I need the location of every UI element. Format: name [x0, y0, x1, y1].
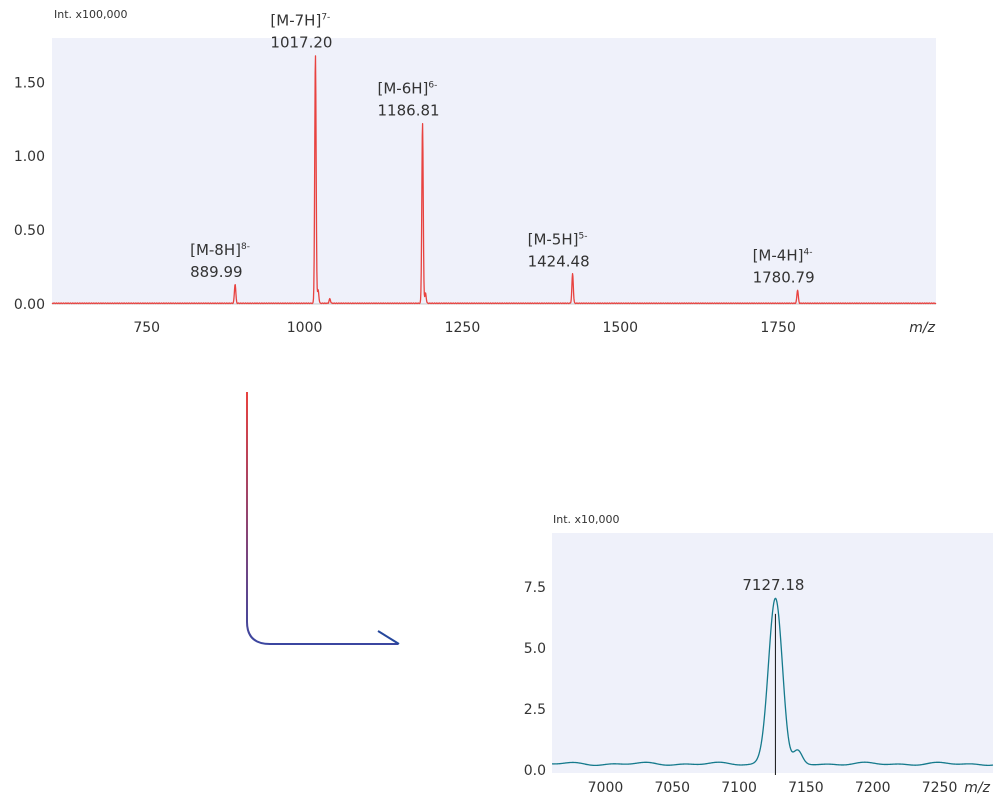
top-plot-area [52, 38, 936, 304]
bottom-spectrum-line [551, 597, 994, 767]
top-chart: Int. x100,000 0.00 0.50 1.00 1.50 750 1000 12… [14, 8, 937, 336]
connector-arrow [246, 392, 400, 645]
top-y-axis-ticks: 0.00 0.50 1.00 1.50 [14, 75, 45, 313]
peak-mz-label: 1424.48 [528, 252, 590, 270]
top-peak-labels: [M-8H]8- 889.99 [M-7H]7- 1017.20 [M-6H]6- 118… [190, 12, 815, 287]
top-x-tick-label: 1000 [287, 320, 323, 336]
peak-mz-label: 889.99 [190, 263, 243, 281]
top-x-unit-label: m/z [909, 320, 935, 336]
top-x-tick-label: 1500 [602, 320, 638, 336]
top-peak-label: [M-6H]6- 1186.81 [378, 80, 440, 120]
top-peak-label: [M-8H]8- 889.99 [190, 241, 250, 281]
bottom-x-tick-label: 7200 [855, 780, 891, 795]
top-peak-label: [M-4H]4- 1780.79 [753, 247, 815, 287]
bottom-y-tick-label: 5.0 [524, 641, 546, 657]
bottom-x-tick-label: 7050 [654, 780, 690, 795]
bottom-x-axis-ticks: 7000 7050 7100 7150 7200 7250 [588, 780, 958, 795]
top-x-axis-ticks: 750 1000 1250 1500 1750 [133, 320, 796, 336]
bottom-x-tick-label: 7000 [588, 780, 624, 795]
peak-mz-label: 1017.20 [270, 34, 332, 52]
peak-ion-label: [M-8H]8- [190, 241, 250, 259]
bottom-chart: Int. x10,000 0.0 2.5 5.0 7.5 7000 7050 7100 71… [524, 513, 994, 795]
peak-ion-label: [M-6H]6- [378, 80, 438, 98]
bottom-y-axis-ticks: 0.0 2.5 5.0 7.5 [524, 580, 546, 779]
peak-ion-label: [M-7H]7- [270, 12, 330, 30]
peak-mz-label: 1186.81 [378, 102, 440, 120]
peak-ion-label: [M-5H]5- [528, 230, 588, 248]
top-y-tick-label: 0.50 [14, 223, 45, 239]
top-peak-label: [M-5H]5- 1424.48 [528, 230, 590, 270]
arrow-head [377, 630, 400, 645]
arrow-shaft [246, 392, 398, 645]
bottom-y-tick-label: 0.0 [524, 763, 546, 779]
peak-ion-label: [M-4H]4- [753, 247, 813, 265]
bottom-y-unit-label: Int. x10,000 [553, 513, 620, 526]
bottom-peak-labels: 7127.18 [742, 576, 804, 594]
bottom-plot-area [552, 533, 993, 773]
bottom-x-tick-label: 7150 [788, 780, 824, 795]
top-y-tick-label: 1.00 [14, 149, 45, 165]
bottom-y-tick-label: 2.5 [524, 702, 546, 718]
top-peak-label: [M-7H]7- 1017.20 [270, 12, 332, 52]
bottom-peak-mz-label: 7127.18 [742, 576, 804, 594]
top-y-unit-label: Int. x100,000 [54, 8, 128, 21]
top-x-tick-label: 750 [133, 320, 160, 336]
top-y-tick-label: 1.50 [14, 75, 45, 91]
bottom-x-unit-label: m/z [964, 780, 990, 795]
top-x-tick-label: 1250 [445, 320, 481, 336]
peak-mz-label: 1780.79 [753, 269, 815, 287]
top-y-tick-label: 0.00 [14, 297, 45, 313]
top-spectrum-line [51, 55, 937, 305]
bottom-x-tick-label: 7250 [922, 780, 958, 795]
bottom-x-tick-label: 7100 [721, 780, 757, 795]
top-x-tick-label: 1750 [760, 320, 796, 336]
bottom-y-tick-label: 7.5 [524, 580, 546, 596]
